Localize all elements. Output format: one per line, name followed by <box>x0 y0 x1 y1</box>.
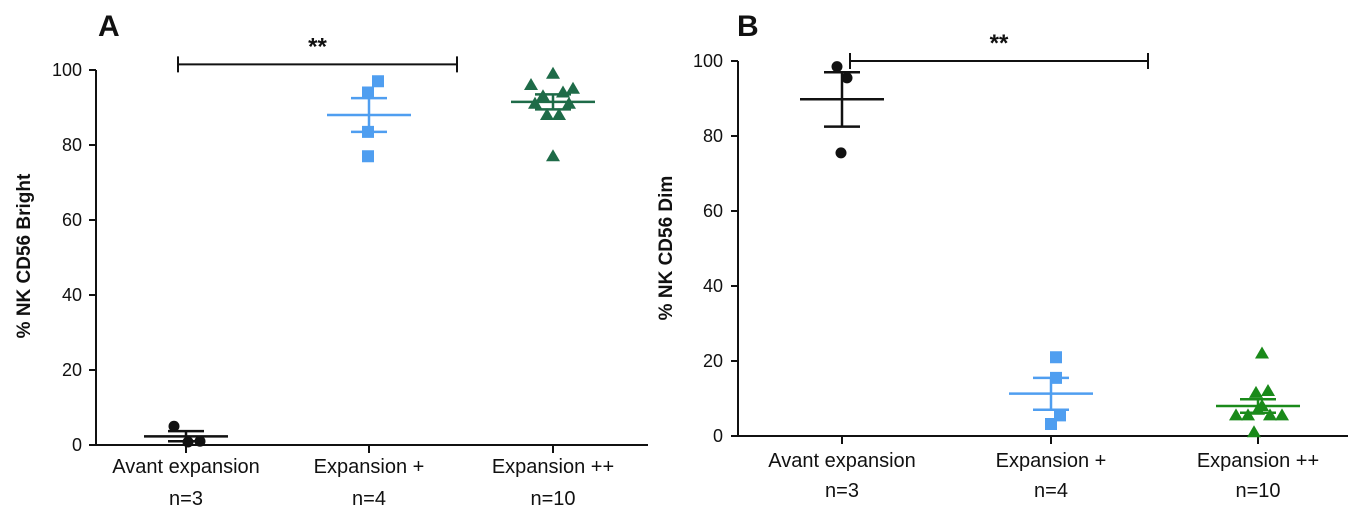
sample-size-label: n=10 <box>530 488 575 510</box>
data-point-triangle <box>524 78 538 90</box>
data-point-triangle <box>566 81 580 94</box>
x-tick-label: Expansion ++ <box>1197 450 1319 472</box>
data-point-triangle <box>1261 384 1275 396</box>
data-point-triangle <box>1275 408 1289 421</box>
y-tick-label: 40 <box>703 276 723 296</box>
significance-label: ** <box>308 33 327 60</box>
data-point-triangle <box>546 66 560 79</box>
y-tick-label: 60 <box>703 201 723 221</box>
significance-label: ** <box>990 30 1009 57</box>
data-point-triangle <box>1249 385 1263 398</box>
data-point-circle <box>168 420 180 432</box>
sample-size-label: n=4 <box>352 488 386 510</box>
panel-a-letter: A <box>98 10 120 43</box>
data-point-triangle <box>1229 408 1243 421</box>
panel-b-letter: B <box>737 10 759 43</box>
data-point-square <box>1045 418 1057 430</box>
x-tick-label: Avant expansion <box>112 456 260 478</box>
panel-b-y-axis-label: % NK CD56 Dim <box>656 176 677 321</box>
sample-size-label: n=3 <box>825 480 859 502</box>
data-point-square <box>372 75 384 88</box>
y-tick-label: 100 <box>52 60 82 80</box>
data-point-square <box>362 86 374 99</box>
panel-a: A % NK CD56 Bright 0 20 40 60 80 100 Avant exp… <box>14 10 648 510</box>
data-point-circle <box>835 147 847 159</box>
y-tick-label: 80 <box>62 135 82 155</box>
y-tick-label: 0 <box>713 426 723 446</box>
x-tick-label: Expansion + <box>996 450 1107 472</box>
y-tick-label: 40 <box>62 285 82 305</box>
sample-size-label: n=3 <box>169 488 203 510</box>
data-point-square <box>362 150 374 163</box>
data-point-triangle <box>552 108 566 120</box>
x-tick-label: Expansion + <box>314 456 425 478</box>
data-point-triangle <box>546 149 560 162</box>
data-point-triangle <box>540 108 554 120</box>
data-point-square <box>1050 351 1062 364</box>
data-point-triangle <box>1255 346 1269 359</box>
x-tick-label: Avant expansion <box>768 450 916 472</box>
y-tick-label: 20 <box>62 360 82 380</box>
data-point-triangle <box>1241 408 1255 421</box>
x-tick-label: Expansion ++ <box>492 456 614 478</box>
y-tick-label: 20 <box>703 351 723 371</box>
sample-size-label: n=4 <box>1034 480 1068 502</box>
data-point-circle <box>831 61 843 73</box>
data-point-triangle <box>1263 408 1277 421</box>
y-tick-label: 80 <box>703 126 723 146</box>
data-point-circle <box>841 72 853 84</box>
panel-a-y-axis-label: % NK CD56 Bright <box>14 173 35 338</box>
y-tick-label: 100 <box>693 51 723 71</box>
panel-b: B % NK CD56 Dim 0 20 40 60 80 100 Avant expans… <box>656 10 1348 502</box>
y-tick-label: 60 <box>62 210 82 230</box>
y-tick-label: 0 <box>72 435 82 455</box>
data-point-triangle <box>1247 425 1261 438</box>
sample-size-label: n=10 <box>1235 480 1280 502</box>
